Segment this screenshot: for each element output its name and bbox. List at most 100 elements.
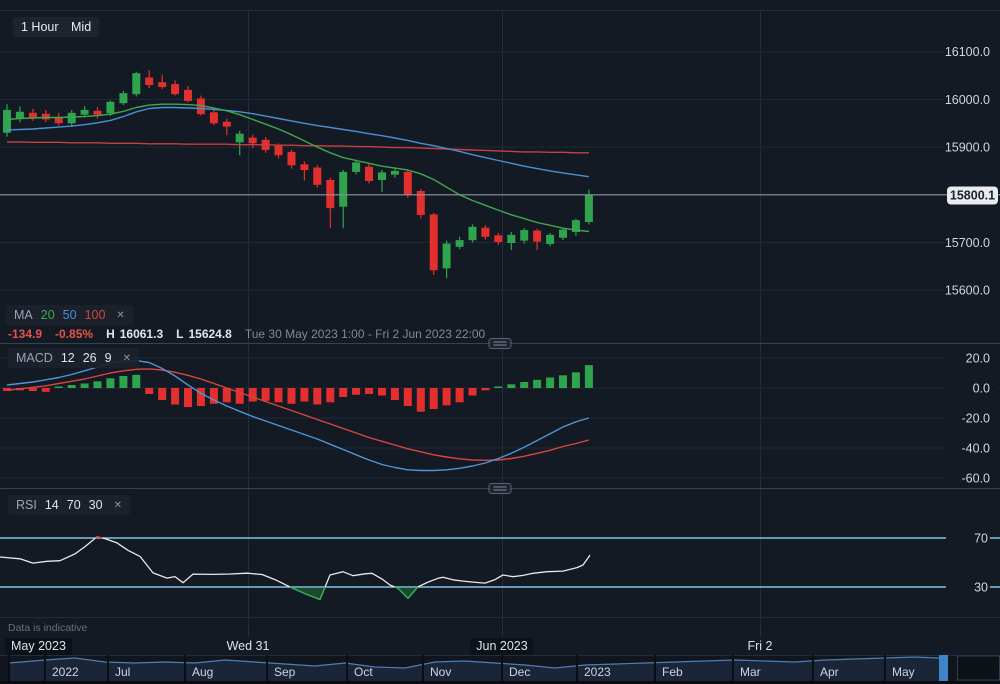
pane-resize-handle-body[interactable] [488,338,512,349]
candle [132,73,141,95]
macd-param-signal: 9 [104,351,112,365]
navigator-month-label: Sep [274,665,296,679]
ma-name: MA [14,308,33,322]
macd-indicator-legend[interactable]: MACD 12 26 9 ✕ [8,348,139,368]
macd-histogram-bar [559,375,567,389]
candle [520,230,529,241]
macd-histogram-bar [248,388,257,402]
rsi-indicator-legend[interactable]: RSI 14 70 30 ✕ [8,495,130,515]
candle [429,214,438,271]
time-axis-label: Jun 2023 [470,638,534,655]
pane-resize-handle[interactable] [488,483,512,494]
candle [442,243,451,269]
candle [28,112,37,119]
macd-histogram-bar [507,384,516,389]
macd-histogram-bar [352,388,361,395]
candle [533,230,542,242]
candle [378,172,386,180]
session-high: H 16061.3 [106,327,163,341]
candle [326,180,335,209]
pane-resize-handle-body[interactable] [488,483,512,494]
candle [41,113,50,120]
macd-tick-label: -60.0 [962,472,991,486]
macd-histogram-bar [313,388,322,405]
candle [209,112,218,124]
axis-label-bg [944,440,998,456]
high-value: 16061.3 [119,327,164,341]
pane-resize-handle[interactable] [488,338,512,349]
macd-histogram-bar [158,388,167,400]
macd-histogram-bar [326,388,335,403]
candle [403,171,412,196]
candle [3,109,11,133]
macd-histogram-bar [28,388,37,391]
macd-close-icon[interactable]: ✕ [122,352,131,364]
candle [119,93,128,104]
ma-period-20: 20 [40,308,55,322]
macd-histogram-bar [468,388,477,396]
macd-histogram-bar [106,378,115,389]
navigator-month-label: Mar [740,665,761,679]
macd-histogram-bar [300,388,309,402]
candle [222,121,231,127]
navigator-month-label: Jul [115,665,130,679]
timeframe-button[interactable]: 1 Hour [13,17,67,37]
macd-histogram-bar [416,388,425,412]
price-change-pct: -0.85% [55,327,94,341]
price-type-button[interactable]: Mid [63,17,100,37]
candle [365,166,373,181]
candle [390,170,399,175]
ma-indicator-legend[interactable]: MA 20 50 100 ✕ [6,305,133,325]
rsi-name: RSI [16,498,37,512]
rsi-param-oversold: 30 [88,498,103,512]
macd-histogram-bar [235,388,244,404]
date-range: Tue 30 May 2023 1:00 - Fri 2 Jun 2023 22… [244,327,486,341]
axis-label-bg [946,530,990,546]
axis-label-bg [944,234,1000,251]
macd-histogram-bar [429,388,438,409]
axis-label-bg [944,410,998,426]
macd-histogram-bar [403,388,412,406]
navigator-month-label: Nov [430,665,451,679]
axis-label-bg [946,579,990,595]
macd-histogram-bar [80,383,89,388]
ma-close-icon[interactable]: ✕ [116,309,125,321]
price-tick-label: 15700.0 [945,236,990,250]
macd-histogram-bar [378,388,386,396]
macd-histogram-bar [222,388,231,403]
current-price-text: 15800.1 [950,189,995,203]
macd-tick-label: -20.0 [962,412,991,426]
macd-histogram-bar [145,388,154,394]
rsi-oversold-segment [289,586,326,601]
macd-histogram-bar [132,374,141,388]
ma-period-50: 50 [62,308,77,322]
low-label: L [176,327,184,341]
rsi-close-icon[interactable]: ✕ [113,499,122,511]
time-axis[interactable]: May 2023 Wed 31 Jun 2023 Fri 2 [0,638,1000,656]
candle [93,110,102,115]
ma50-line [6,106,590,178]
rsi-tick-label: 30 [974,581,988,595]
candle [300,164,309,170]
macd-histogram-bar [171,388,180,405]
timeframe-label: 1 Hour [21,20,59,34]
time-axis-label: Fri 2 [747,639,773,653]
navigator-month-label: Feb [662,665,683,679]
macd-histogram-bar [546,377,555,388]
navigator-month-label: 2023 [584,665,611,679]
macd-tick-label: 20.0 [966,352,990,366]
candle [481,227,490,237]
macd-histogram-bar [119,376,128,388]
candle [352,162,361,172]
navigator-selection[interactable] [939,655,948,681]
time-axis-label: May 2023 [5,638,72,655]
candle [339,171,348,207]
macd-param-fast: 12 [60,351,75,365]
candle [507,234,516,243]
ma-period-100: 100 [84,308,106,322]
low-value: 15624.8 [188,327,232,341]
price-tick-label: 16100.0 [945,45,990,59]
candle [546,234,555,244]
price-tick-label: 15900.0 [945,141,990,155]
